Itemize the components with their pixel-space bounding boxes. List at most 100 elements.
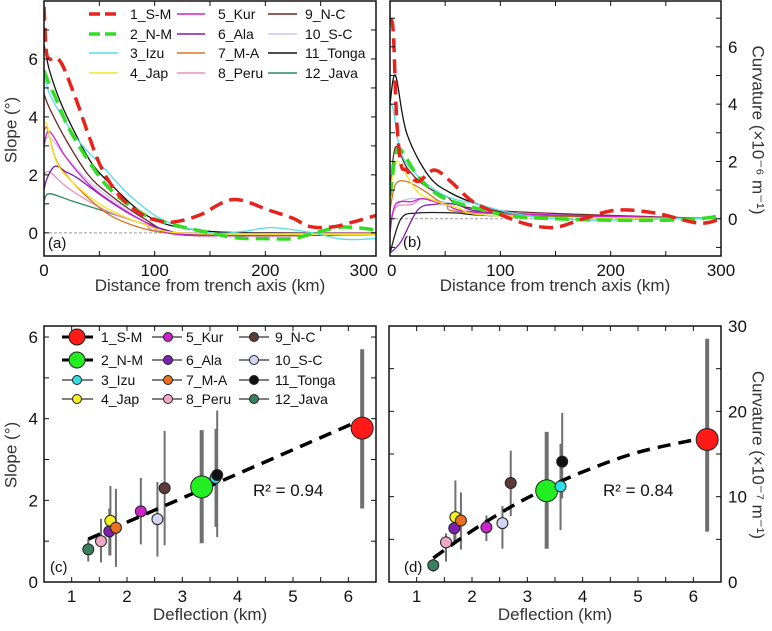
legend-label: 5_Kur — [186, 329, 224, 345]
legend-label: 7_M-A — [186, 372, 228, 388]
legend-label: 4_Jap — [101, 391, 139, 407]
point-11_Tonga — [211, 469, 224, 482]
legend-label: 3_Izu — [130, 45, 164, 61]
y-tick-label: 10 — [728, 488, 747, 507]
plot-area — [390, 17, 721, 254]
legend-label: 4_Jap — [130, 65, 168, 81]
x-axis-title: Deflection (km) — [498, 605, 612, 624]
series-line-4_Jap — [390, 160, 721, 220]
x-tick-label: 2 — [122, 587, 131, 606]
point-6_Ala — [448, 522, 461, 535]
point-10_S-C — [496, 517, 509, 530]
legend-marker-8_Peru — [163, 394, 173, 404]
legend-label: 11_Tonga — [305, 45, 366, 61]
series-line-9_N-C — [44, 93, 376, 237]
y-tick-label: 4 — [29, 108, 38, 127]
legend-label: 5_Kur — [218, 6, 256, 22]
x-tick-label: 6 — [344, 587, 353, 606]
legend-marker-12_Java — [249, 394, 259, 404]
point-2_N-M — [535, 479, 559, 503]
series-line-10_S-C — [44, 136, 376, 235]
y-axis-title: Curvature (×10⁻⁶ m⁻¹) — [749, 45, 768, 214]
legend-label: 8_Peru — [186, 391, 231, 407]
x-axis-title: Distance from trench axis (km) — [95, 276, 326, 295]
y-tick-label: 2 — [29, 166, 38, 185]
legend-label: 1_S-M — [101, 329, 142, 345]
x-tick-label: 100 — [140, 261, 168, 280]
y-axis-title: Slope (°) — [1, 422, 20, 488]
y-tick-label: 6 — [29, 328, 38, 347]
r-squared-label: R² = 0.94 — [253, 481, 323, 500]
point-8_Peru — [94, 535, 107, 548]
series-line-5_Kur — [390, 197, 721, 234]
point-9_N-C — [158, 482, 171, 495]
legend-marker-6_Ala — [163, 355, 173, 365]
y-tick-label: 0 — [728, 210, 737, 229]
x-tick-label: 1 — [412, 587, 421, 606]
x-tick-label: 300 — [350, 261, 378, 280]
legend-label: 7_M-A — [218, 45, 260, 61]
series-line-1_S-M — [44, 6, 376, 230]
legend-marker-7_M-A — [163, 375, 173, 385]
x-tick-label: 4 — [233, 587, 242, 606]
panel-c: R² = 0.94 1 2 3 4 5 6 0 2 4 6 Deflection (km) Slope … — [1, 325, 377, 624]
point-8_Peru — [439, 536, 452, 549]
panel-b: 0 100 200 300 0 2 4 6 Distance from trench axis … — [387, 0, 768, 295]
point-12_Java — [82, 543, 95, 556]
panel-label: (d) — [404, 559, 422, 576]
panel-label: (a) — [48, 235, 66, 252]
y-tick-label: 30 — [728, 317, 747, 336]
x-tick-label: 2 — [467, 587, 476, 606]
x-tick-label: 3 — [523, 587, 532, 606]
x-tick-label: 5 — [633, 587, 642, 606]
legend-label: 2_N-M — [130, 26, 172, 42]
panel-a: 0 100 200 300 0 2 4 6 Distance from trench axis … — [1, 0, 378, 295]
y-tick-label: 2 — [728, 152, 737, 171]
y-tick-label: 0 — [728, 573, 737, 592]
plot-area — [427, 338, 719, 572]
r-squared-label: R² = 0.84 — [603, 481, 673, 500]
legend-marker-5_Kur — [163, 332, 173, 342]
point-2_N-M — [190, 475, 214, 499]
point-12_Java — [427, 559, 440, 572]
y-tick-label: 6 — [728, 38, 737, 57]
panel-d: R² = 0.84 1 2 3 4 5 6 0 10 20 30 Deflection (km) Cur… — [388, 317, 768, 624]
y-axis-title: Slope (°) — [1, 97, 20, 163]
y-tick-label: 4 — [29, 410, 38, 429]
series-line-2_N-M — [44, 69, 376, 241]
legend-label: 8_Peru — [218, 65, 263, 81]
point-5_Kur — [134, 505, 147, 518]
point-11_Tonga — [556, 455, 569, 468]
x-axis-title: Distance from trench axis (km) — [440, 276, 671, 295]
legend-marker-3_Izu — [72, 375, 82, 385]
legend-label: 2_N-M — [101, 352, 143, 368]
y-tick-label: 0 — [29, 224, 38, 243]
series-line-4_Jap — [44, 121, 376, 236]
series-line-6_Ala — [44, 165, 376, 237]
series-line-1_S-M — [390, 17, 721, 230]
x-tick-label: 5 — [288, 587, 297, 606]
point-1_S-M — [695, 427, 719, 451]
legend-label: 6_Ala — [218, 26, 254, 42]
plot-area — [82, 349, 374, 567]
series-line-9_N-C — [390, 145, 721, 220]
x-tick-label: 200 — [596, 261, 624, 280]
point-7_M-A — [109, 521, 122, 534]
panel-label: (b) — [403, 234, 421, 251]
series-line-2_N-M — [390, 146, 721, 223]
y-tick-label: 4 — [728, 95, 737, 114]
legend: 1_S-M 2_N-M 3_Izu 4_Jap 5_Kur 6_Ala 7_M-A 8_Per… — [89, 6, 366, 81]
legend-marker-11_Tonga — [249, 375, 259, 385]
legend-marker-4_Jap — [72, 394, 82, 404]
x-tick-label: 300 — [707, 261, 735, 280]
legend-label: 11_Tonga — [275, 372, 336, 388]
x-tick-label: 4 — [578, 587, 587, 606]
y-tick-label: 6 — [29, 50, 38, 69]
y-tick-label: 2 — [29, 491, 38, 510]
legend: 1_S-M 2_N-M 3_Izu 4_Jap 5_Kur 6_Ala 7_M-A 8_Per… — [62, 328, 336, 407]
x-axis-title: Deflection (km) — [153, 605, 267, 624]
legend-marker-9_N-C — [249, 332, 259, 342]
x-tick-label: 0 — [387, 261, 396, 280]
legend-label: 9_N-C — [275, 329, 315, 345]
panel-label: (c) — [50, 559, 68, 576]
